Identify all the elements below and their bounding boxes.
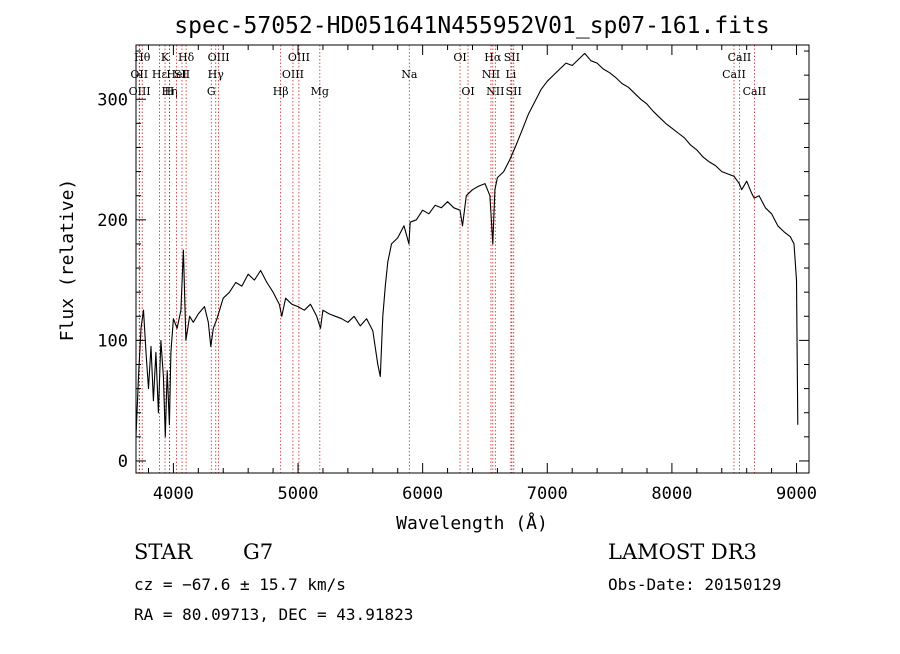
x-tick-label: 9000: [776, 484, 817, 504]
line-markers: HθOIIOIIIHεKHHηHeISIIHδGHγOIIIHβOIIIOIII…: [129, 45, 767, 473]
marker-label: OIII: [282, 68, 304, 81]
marker-label: Li: [505, 68, 516, 81]
y-axis-label: Flux (relative): [57, 179, 78, 342]
object-class: STAR: [134, 540, 193, 564]
marker-label: OI: [453, 51, 466, 64]
spectrum-series: [135, 52, 799, 438]
x-tick-label: 7000: [527, 484, 568, 504]
y-tick-label: 200: [97, 211, 128, 231]
obs-date: Obs-Date: 20150129: [608, 575, 781, 594]
subclass: G7: [243, 540, 273, 564]
marker-label: Hη: [162, 85, 178, 98]
marker-label: Hδ: [178, 51, 195, 64]
marker-label: OIII: [288, 51, 310, 64]
marker-label: CaII: [743, 85, 767, 98]
marker-label: OIII: [208, 51, 230, 64]
marker-label: OIII: [129, 85, 151, 98]
marker-label: NII: [482, 68, 500, 81]
chart-title: spec-57052-HD051641N455952V01_sp07-161.f…: [174, 13, 769, 39]
y-tick-label: 0: [118, 452, 128, 472]
redshift-info: cz = −67.6 ± 15.7 km/s: [134, 575, 346, 594]
y-tick-label: 100: [97, 331, 128, 351]
x-tick-label: 8000: [651, 484, 692, 504]
x-tick-label: 5000: [278, 484, 319, 504]
marker-label: Hε: [152, 68, 168, 81]
coordinates: RA = 80.09713, DEC = 43.91823: [134, 605, 413, 624]
marker-label: OI: [461, 85, 474, 98]
x-tick-label: 6000: [402, 484, 443, 504]
marker-label: CaII: [722, 68, 746, 81]
marker-label: K: [161, 51, 170, 64]
marker-label: CaII: [728, 51, 752, 64]
spectrum-line: [135, 52, 799, 438]
marker-label: Na: [401, 68, 418, 81]
marker-label: SII: [504, 51, 520, 64]
marker-label: Hγ: [208, 68, 225, 81]
x-axis-ticks: 4000 5000 6000 7000 8000 9000: [147, 45, 817, 504]
plot-frame: [135, 44, 810, 474]
marker-label: Mg: [311, 85, 329, 98]
x-axis-label: Wavelength (Å): [396, 512, 548, 534]
marker-label: Hβ: [273, 85, 289, 98]
marker-label: SII: [506, 85, 522, 98]
survey-name: LAMOST DR3: [608, 540, 757, 564]
x-tick-label: 4000: [153, 484, 194, 504]
y-tick-label: 300: [97, 90, 128, 110]
y-axis-ticks: 0 100 200 300: [97, 50, 809, 472]
marker-label: Hθ: [134, 51, 151, 64]
marker-label: Hα: [484, 51, 502, 64]
marker-label: G: [207, 85, 216, 98]
marker-label: SII: [174, 68, 190, 81]
marker-label: NII: [486, 85, 504, 98]
